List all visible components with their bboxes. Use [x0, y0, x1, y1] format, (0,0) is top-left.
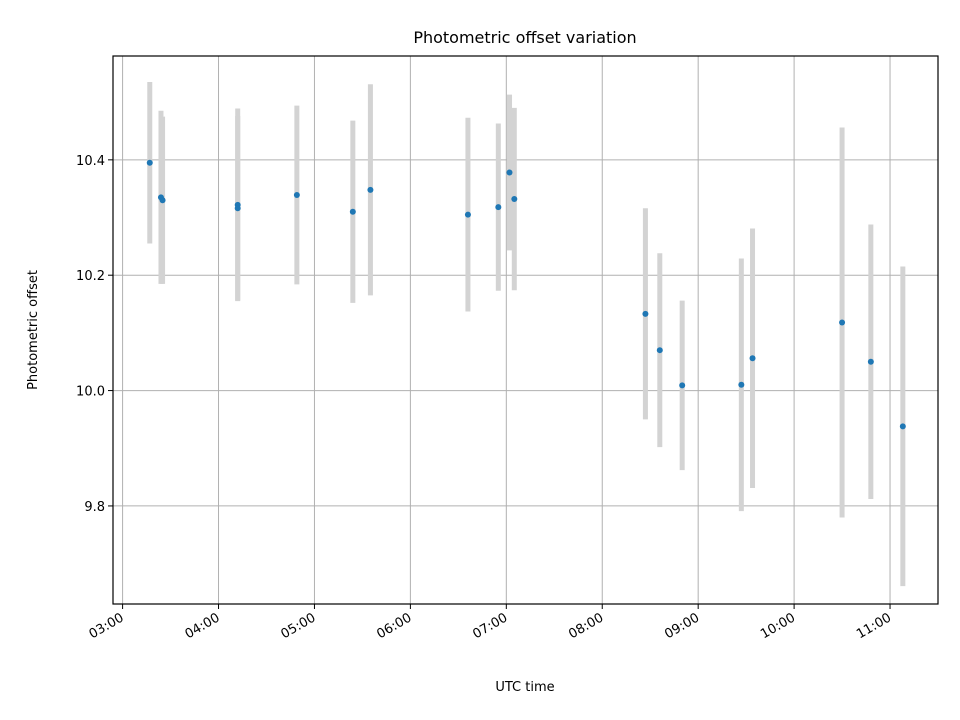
chart-title: Photometric offset variation	[413, 28, 636, 47]
data-point	[642, 310, 649, 317]
data-point	[867, 358, 874, 365]
data-point	[679, 382, 686, 389]
x-axis-label: UTC time	[495, 680, 554, 695]
data-point	[511, 196, 518, 203]
y-axis-ticks: 9.8 10.0 10.2 10.4	[76, 154, 113, 515]
data-point	[839, 319, 846, 326]
data-point	[349, 208, 356, 215]
y-tick-label: 10.0	[76, 385, 105, 400]
y-tick-label: 10.2	[76, 269, 105, 284]
y-axis-label: Photometric offset	[26, 270, 41, 390]
data-point	[495, 204, 502, 211]
data-point	[656, 347, 663, 354]
data-point	[464, 211, 471, 218]
data-point	[159, 197, 166, 204]
data-point	[506, 169, 513, 176]
data-points	[146, 159, 906, 430]
data-point	[738, 381, 745, 388]
data-point	[293, 192, 300, 199]
plot-frame	[112, 55, 939, 605]
data-point	[234, 205, 241, 212]
y-tick-label: 10.4	[76, 154, 105, 169]
data-point	[749, 355, 756, 362]
data-point	[899, 423, 906, 430]
grid	[113, 56, 938, 604]
y-tick-label: 9.8	[84, 500, 105, 515]
data-point	[146, 159, 153, 166]
data-point	[367, 186, 374, 193]
